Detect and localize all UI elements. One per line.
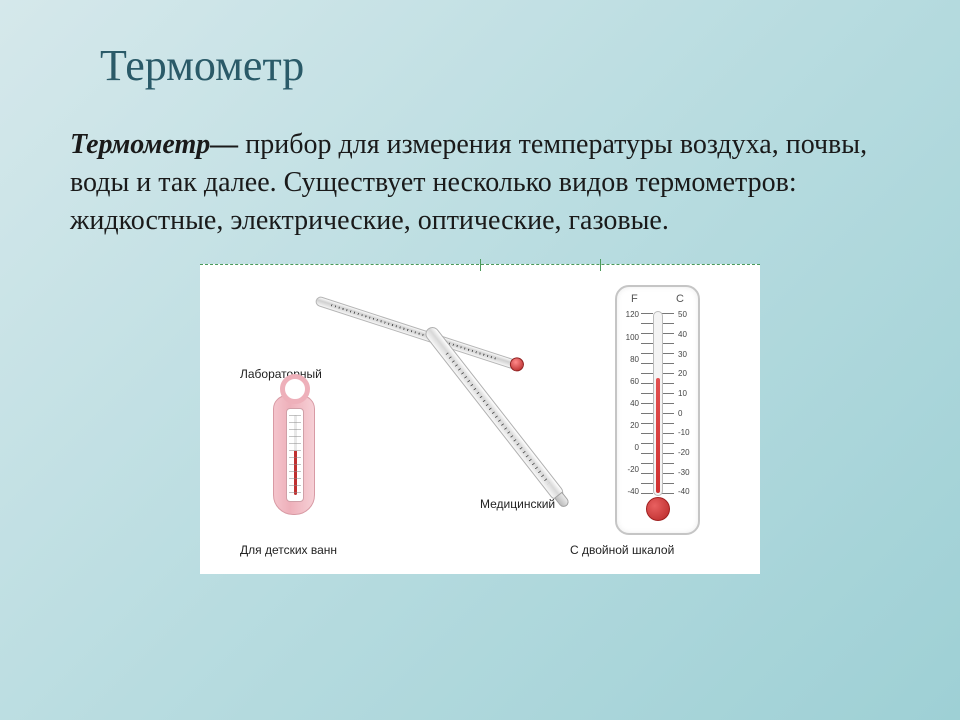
thermometers-figure: Лабораторный Медицинский Для детских ван… bbox=[200, 264, 760, 574]
bath-scale bbox=[286, 408, 304, 502]
tick-num: -30 bbox=[678, 468, 692, 477]
celsius-header: C bbox=[676, 293, 684, 305]
bath-body bbox=[273, 395, 315, 515]
tick-num: 40 bbox=[623, 399, 639, 408]
laboratory-label: Лабораторный bbox=[240, 367, 322, 381]
tick-num: 30 bbox=[678, 350, 692, 359]
thermometer-bulb-icon bbox=[508, 356, 526, 374]
thermometer-tube bbox=[314, 296, 517, 370]
fahrenheit-numbers: 120 100 80 60 40 20 0 -20 -40 bbox=[623, 310, 639, 496]
crop-tick-icon bbox=[600, 259, 601, 271]
thermometer-tube bbox=[653, 311, 663, 496]
tick-num: 0 bbox=[678, 409, 692, 418]
thermometer-tip-icon bbox=[554, 492, 570, 509]
tick-num: 50 bbox=[678, 310, 692, 319]
medical-label: Медицинский bbox=[480, 497, 555, 511]
definition-paragraph: Термометр— прибор для измерения температ… bbox=[70, 126, 890, 239]
tick-num: 20 bbox=[623, 421, 639, 430]
tick-num: 0 bbox=[623, 443, 639, 452]
celsius-numbers: 50 40 30 20 10 0 -10 -20 -30 -40 bbox=[678, 310, 692, 496]
tick-num: -40 bbox=[623, 487, 639, 496]
tick-num: -20 bbox=[678, 448, 692, 457]
hanger-ring-icon bbox=[280, 374, 310, 404]
scale-ticks-icon bbox=[641, 313, 653, 495]
tick-num: 10 bbox=[678, 389, 692, 398]
tick-num: -20 bbox=[623, 465, 639, 474]
tick-num: 20 bbox=[678, 369, 692, 378]
tick-num: 100 bbox=[623, 333, 639, 342]
crop-tick-icon bbox=[480, 259, 481, 271]
tick-num: 60 bbox=[623, 377, 639, 386]
fahrenheit-header: F bbox=[631, 293, 638, 305]
tick-num: -10 bbox=[678, 428, 692, 437]
thermometer-tube bbox=[423, 325, 566, 503]
tick-num: 120 bbox=[623, 310, 639, 319]
slide: Термометр Термометр— прибор для измерени… bbox=[0, 0, 960, 720]
slide-title: Термометр bbox=[100, 40, 890, 91]
tick-num: -40 bbox=[678, 487, 692, 496]
thermometer-bulb-icon bbox=[646, 497, 670, 521]
term: Термометр— bbox=[70, 129, 238, 160]
dual-scale-thermometer: F C 120 100 80 60 40 20 0 -20 -40 50 40 … bbox=[615, 285, 700, 535]
tick-num: 40 bbox=[678, 330, 692, 339]
scale-ticks-icon bbox=[662, 313, 674, 495]
bath-label: Для детских ванн bbox=[240, 543, 337, 557]
dual-label: С двойной шкалой bbox=[570, 543, 674, 557]
tick-num: 80 bbox=[623, 355, 639, 364]
laboratory-thermometer bbox=[313, 296, 518, 376]
bath-thermometer bbox=[270, 395, 318, 545]
thermometer-fluid-icon bbox=[656, 378, 660, 493]
